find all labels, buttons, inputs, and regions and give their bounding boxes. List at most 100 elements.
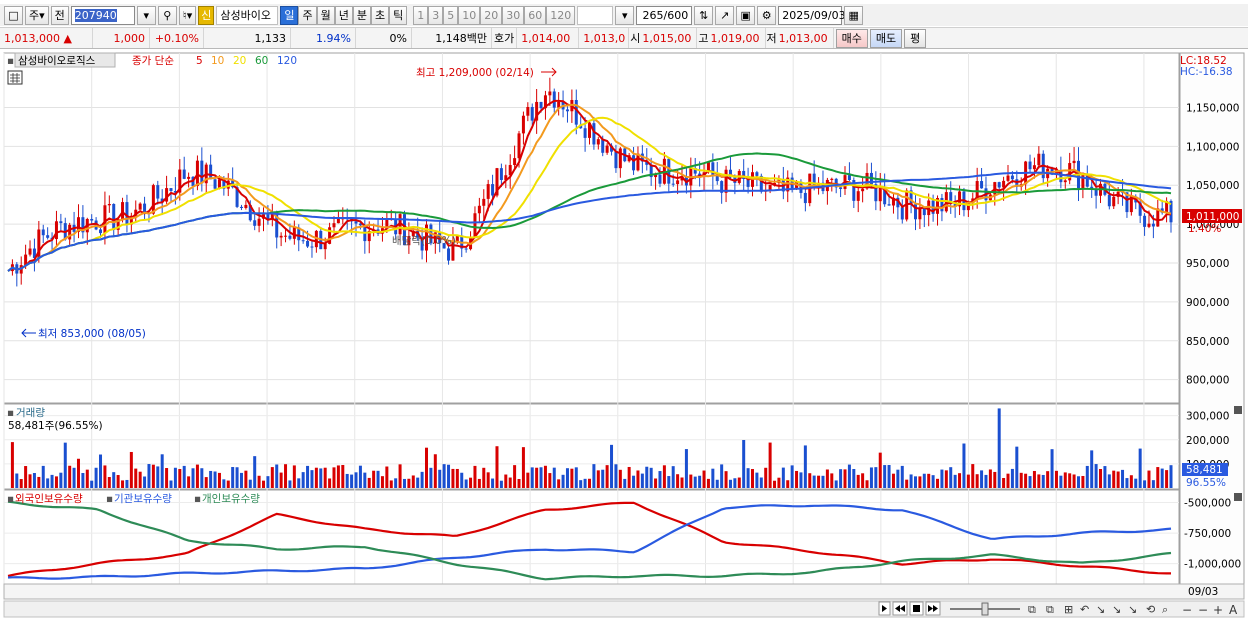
interval-tab-7[interactable]: 120 <box>546 5 576 25</box>
volume-bar <box>54 476 58 488</box>
buy-button[interactable]: 매수 <box>835 28 868 48</box>
balance-button[interactable]: 평 <box>904 28 927 48</box>
volume-bar <box>878 452 882 488</box>
volume-bar <box>504 474 508 488</box>
magnify-icon[interactable]: ⌕ <box>1162 603 1168 616</box>
volume-bar <box>1068 473 1072 488</box>
sell-button[interactable]: 매도 <box>869 28 903 48</box>
volume-bar <box>975 474 979 488</box>
save-icon[interactable]: ▣ <box>736 5 756 25</box>
gear-icon[interactable]: ⚙ <box>757 5 777 25</box>
candle-body <box>1006 175 1010 181</box>
scroll-bar[interactable] <box>3 600 1245 618</box>
candle-body <box>253 220 257 226</box>
volume-bar <box>592 464 596 488</box>
volume-bar <box>627 466 631 488</box>
draw-tool-icon[interactable]: ↗ <box>715 5 735 25</box>
plus-icon[interactable]: + <box>1213 603 1223 617</box>
candle-body <box>129 215 133 225</box>
auto-icon[interactable]: A <box>1229 603 1238 617</box>
interval-tab-3[interactable]: 10 <box>458 5 481 25</box>
candle-body <box>605 145 609 153</box>
split-icon[interactable]: ⧉ <box>1046 603 1054 616</box>
candle-body <box>464 248 468 250</box>
volume-close-icon[interactable] <box>1234 406 1242 414</box>
volume-bar <box>900 465 904 488</box>
candle-body <box>1151 223 1155 227</box>
holding-close-icon[interactable] <box>1234 493 1242 501</box>
candle-body <box>1165 200 1169 213</box>
candle-body <box>1063 180 1067 183</box>
reset-icon[interactable]: ⟲ <box>1146 603 1155 616</box>
interval-tab-2[interactable]: 5 <box>443 5 459 25</box>
minus-icon[interactable]: − <box>1198 603 1208 617</box>
table-view-icon[interactable] <box>7 70 23 85</box>
volume-bar <box>1046 471 1050 488</box>
diag-icon[interactable]: ↘ <box>1096 603 1105 616</box>
volume-bar <box>856 474 860 488</box>
volume-bar <box>711 468 715 488</box>
volume-bars <box>10 408 1173 488</box>
period-tab-0[interactable]: 일 <box>280 5 299 25</box>
sound-icon[interactable]: ♮▾ <box>178 5 197 25</box>
interval-input[interactable] <box>577 5 614 25</box>
volume-bar <box>306 465 310 488</box>
candle-body <box>328 227 332 244</box>
candle-body <box>222 179 226 189</box>
candle-body <box>671 183 675 185</box>
dividend-annotation: 배당락(0.0%) <box>392 235 456 247</box>
window-menu-icon[interactable]: □ <box>4 5 23 25</box>
candle-body <box>134 209 138 216</box>
volume-bar <box>284 464 288 488</box>
volume-bar <box>469 477 473 488</box>
candle-body <box>310 246 314 248</box>
count-field[interactable]: 265/600 <box>636 5 693 25</box>
volume-bar <box>182 465 186 488</box>
search-icon[interactable]: ⚲ <box>157 5 177 25</box>
zoom-slider-thumb[interactable] <box>981 602 989 616</box>
interval-tab-6[interactable]: 60 <box>524 5 547 25</box>
compare-icon[interactable]: ⧉ <box>1028 603 1036 616</box>
date-field[interactable]: 2025/09/03 <box>778 5 846 25</box>
candle-body <box>46 235 50 238</box>
interval-tab-1[interactable]: 3 <box>428 5 444 25</box>
volume-bar <box>116 475 120 488</box>
volume-bar <box>640 473 644 488</box>
candle-body <box>720 181 724 193</box>
chart-tools-icon[interactable]: ⇅ <box>694 5 714 25</box>
period-tab-4[interactable]: 분 <box>352 5 371 25</box>
stock-name-field[interactable]: 삼성바이오 <box>216 5 279 25</box>
moving-averages <box>7 99 1172 272</box>
period-tab-1[interactable]: 주 <box>298 5 317 25</box>
volume-bar <box>808 473 812 488</box>
volume-bar <box>451 468 455 488</box>
period-tab-6[interactable]: 틱 <box>389 5 408 25</box>
grid-icon[interactable]: ⊞ <box>1064 603 1073 616</box>
volume-bar <box>425 447 429 488</box>
interval-tab-0[interactable]: 1 <box>413 5 429 25</box>
candle-body <box>451 240 455 261</box>
candle-body <box>913 204 917 220</box>
period-tab-2[interactable]: 월 <box>316 5 335 25</box>
diag2-icon[interactable]: ↘ <box>1112 603 1121 616</box>
prev-button[interactable]: 전 <box>50 5 69 25</box>
zoom-out-icon[interactable]: − <box>1182 603 1192 617</box>
period-tab-5[interactable]: 초 <box>370 5 390 25</box>
stock-chart[interactable]: 1,150,0001,100,0001,050,0001,000,000950,… <box>0 50 1248 621</box>
volume-bar <box>777 477 781 488</box>
candle-body <box>940 197 944 212</box>
code-dropdown-icon[interactable]: ▾ <box>136 5 156 25</box>
interval-tab-4[interactable]: 20 <box>480 5 503 25</box>
stock-code-input[interactable]: 207940 <box>70 5 135 25</box>
diag3-icon[interactable]: ↘ <box>1128 603 1137 616</box>
count-value: 265 <box>642 8 664 22</box>
interval-dropdown-icon[interactable]: ▾ <box>615 5 635 25</box>
interval-tab-5[interactable]: 30 <box>502 5 525 25</box>
calendar-icon[interactable]: ▦ <box>844 5 864 25</box>
volume-bar <box>420 471 424 488</box>
volume-marker-icon: ▪ <box>7 407 14 419</box>
period-tab-3[interactable]: 년 <box>334 5 353 25</box>
high-label: 고 <box>698 32 709 45</box>
period-select[interactable]: 주 ▾ <box>25 5 49 25</box>
undo-icon[interactable]: ↶ <box>1080 603 1089 616</box>
